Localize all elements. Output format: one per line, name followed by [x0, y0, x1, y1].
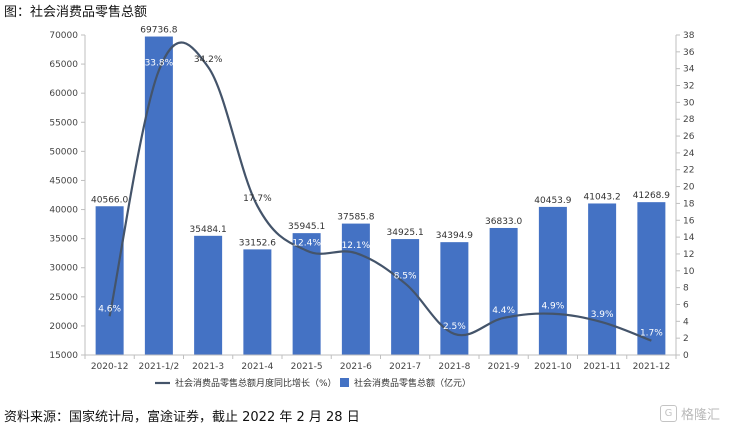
bar-value-labels: 40566.0 69736.8 35484.1 33152.6 35945.1 37585…: [91, 26, 670, 249]
bar: [489, 227, 518, 355]
y-left-tick-label: 15000: [49, 351, 78, 361]
bar-value-label: 69736.8: [140, 26, 177, 36]
y-right-tick-label: 12: [683, 250, 694, 260]
bar-value-label: 34925.1: [387, 228, 424, 238]
bar-value-label: 33152.6: [239, 238, 276, 248]
line-value-label: 1.7%: [640, 329, 663, 339]
bar-value-label: 36833.0: [485, 217, 522, 227]
x-tick-label: 2021-10: [534, 362, 572, 372]
x-tick-label: 2021-12: [633, 362, 671, 372]
y-left-tick-label: 20000: [49, 322, 78, 332]
y-right-tick-label: 0: [683, 351, 689, 361]
bar: [341, 223, 370, 355]
y-right-tick-label: 14: [683, 233, 695, 243]
line-value-label: 4.6%: [98, 304, 121, 314]
line-value-label: 17.7%: [243, 194, 272, 204]
line-value-label: 3.9%: [591, 310, 614, 320]
y-left-tick-label: 45000: [49, 176, 78, 186]
x-tick-label: 2021-1/2: [139, 362, 180, 372]
bar: [144, 36, 173, 356]
watermark-text: 格隆汇: [681, 408, 721, 423]
x-tick-label: 2021-7: [389, 362, 421, 372]
y-right-tick-label: 18: [683, 199, 695, 209]
y-right-tick-label: 34: [683, 65, 695, 75]
bar: [95, 206, 124, 355]
x-tick-label: 2021-4: [241, 362, 273, 372]
y-right-tick-label: 6: [683, 300, 689, 310]
y-left-tick-label: 65000: [49, 60, 78, 70]
bar: [440, 242, 469, 355]
line-value-label: 2.5%: [443, 322, 466, 332]
y-right-tick-label: 36: [683, 48, 695, 58]
y-right-tick-label: 24: [683, 149, 695, 159]
y-right-tick-label: 2: [683, 334, 689, 344]
line-value-label: 8.5%: [394, 271, 417, 281]
x-tick-label: 2021-3: [192, 362, 224, 372]
bar-value-label: 35484.1: [190, 225, 227, 235]
x-tick-label: 2021-8: [438, 362, 470, 372]
figure-title: 图：社会消费品零售总额: [4, 5, 148, 20]
line-value-label: 4.4%: [492, 306, 515, 316]
y-right-tick-label: 32: [683, 82, 694, 92]
bar-value-label: 34394.9: [436, 231, 473, 241]
watermark: G 格隆汇: [660, 404, 720, 423]
combo-chart: 15000 20000 25000 30000 35000 40000 45000 50000…: [49, 26, 695, 389]
source-note: 资料来源：国家统计局，富途证券，截止 2022 年 2 月 28 日: [4, 410, 360, 425]
line-series: [108, 41, 652, 342]
bar-value-label: 37585.8: [337, 213, 374, 223]
y-right-tick-label: 8: [683, 284, 689, 294]
legend-bar-label: 社会消费品零售总额（亿元）: [354, 377, 471, 389]
bar-value-label: 41268.9: [633, 191, 670, 201]
y-right-tick-label: 38: [683, 31, 695, 41]
watermark-logo-icon: G: [660, 405, 677, 422]
y-left-tick-label: 25000: [49, 293, 78, 303]
y-left-tick-label: 50000: [49, 147, 78, 157]
y-right-tick-label: 22: [683, 166, 694, 176]
y-right-tick-label: 4: [683, 317, 689, 327]
line-value-label: 34.2%: [194, 55, 223, 65]
x-tick-label: 2021-5: [291, 362, 323, 372]
y-left-tick-label: 70000: [49, 31, 78, 41]
bar-value-label: 35945.1: [288, 222, 325, 232]
y-right-tick-label: 28: [683, 115, 695, 125]
line-value-label: 33.8%: [145, 58, 174, 68]
line-value-label: 12.1%: [342, 241, 371, 251]
bar: [391, 239, 420, 355]
legend: 社会消费品零售总额月度同比增长（%） 社会消费品零售总额（亿元）: [155, 377, 471, 389]
y-left-tick-label: 35000: [49, 235, 78, 245]
y-left-tick-label: 55000: [49, 118, 78, 128]
line-value-labels: 4.6% 33.8% 34.2% 17.7% 12.4% 12.1% 8.5% 2.5% 4.4…: [98, 55, 663, 339]
bar: [194, 235, 223, 355]
legend-bar-swatch: [340, 378, 349, 387]
bar: [243, 249, 272, 355]
bar-value-label: 40566.0: [91, 195, 128, 205]
x-tick-label: 2021-6: [340, 362, 372, 372]
bar-series: [95, 36, 666, 356]
bar: [538, 206, 567, 355]
x-tick-label: 2020-12: [91, 362, 129, 372]
x-tick-label: 2021-9: [488, 362, 520, 372]
y-right-tick-label: 26: [683, 132, 695, 142]
y-right-tick-label: 20: [683, 183, 695, 193]
y-right-tick-label: 16: [683, 216, 695, 226]
bar: [588, 203, 617, 355]
growth-line: [108, 41, 652, 342]
line-value-label: 12.4%: [292, 239, 321, 249]
y-left-tick-label: 30000: [49, 264, 78, 274]
y-right-tick-label: 30: [683, 98, 695, 108]
x-tick-label: 2021-11: [583, 362, 621, 372]
y-axis-left: 15000 20000 25000 30000 35000 40000 45000 50000…: [49, 31, 86, 361]
x-axis: 2020-12 2021-1/2 2021-3 2021-4 2021-5 2021-6 2…: [84, 354, 677, 372]
y-right-tick-label: 10: [683, 267, 695, 277]
legend-line-label: 社会消费品零售总额月度同比增长（%）: [175, 377, 337, 389]
y-left-tick-label: 40000: [49, 206, 78, 216]
bar: [637, 202, 666, 355]
bar-value-label: 41043.2: [584, 192, 621, 202]
line-value-label: 4.9%: [541, 302, 564, 312]
y-left-tick-label: 60000: [49, 89, 78, 99]
bar-value-label: 40453.9: [534, 196, 571, 206]
